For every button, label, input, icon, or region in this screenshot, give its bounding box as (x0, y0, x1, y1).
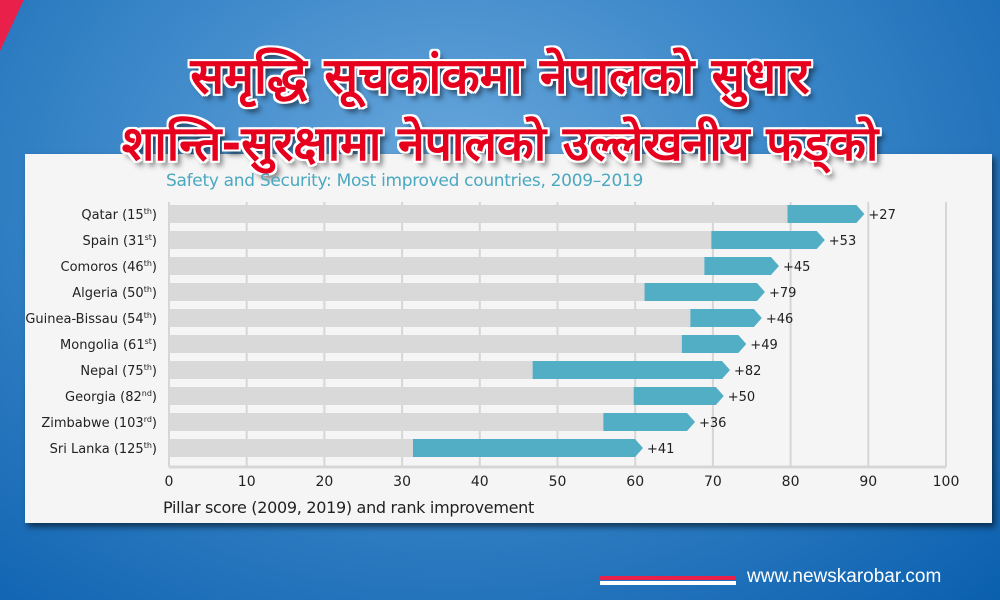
site-url[interactable]: www.newskarobar.com (747, 566, 942, 587)
x-tick-label: 30 (393, 474, 411, 490)
rank-suffix: th (144, 207, 152, 216)
bar-2009 (169, 283, 645, 301)
bar-2019-arrow (532, 361, 730, 379)
bar-2009 (169, 361, 533, 379)
rank-suffix: nd (142, 389, 152, 398)
x-tick-label: 20 (315, 474, 333, 490)
paren: ) (152, 416, 157, 431)
headline-line-1: समृद्धि सूचकांकमा नेपालको सुधार (190, 47, 810, 105)
country-name: Algeria (50 (72, 286, 143, 301)
paren: ) (152, 364, 157, 379)
x-axis-label: Pillar score (2009, 2019) and rank impro… (163, 498, 534, 517)
x-tick-label: 10 (238, 474, 256, 490)
bar-2009 (169, 387, 634, 405)
country-label: Spain (31st) (83, 233, 157, 249)
country-label: Sri Lanka (125th) (50, 441, 157, 457)
paren: ) (152, 390, 157, 405)
bar-2009 (169, 257, 705, 275)
country-label: Nepal (75th) (80, 363, 157, 379)
rank-improvement-label: +79 (769, 286, 796, 301)
country-label: Algeria (50th) (72, 285, 157, 301)
bar-2009 (169, 205, 788, 223)
country-name: Qatar (15 (81, 208, 143, 223)
rank-improvement-label: +53 (829, 234, 856, 249)
rank-improvement-label: +82 (734, 364, 761, 379)
paren: ) (152, 442, 157, 457)
rank-suffix: th (144, 311, 152, 320)
paren: ) (152, 208, 157, 223)
paren: ) (152, 286, 157, 301)
bar-2019-arrow (787, 205, 865, 223)
bar-2019-arrow (681, 335, 747, 353)
bar-2019-arrow (603, 413, 696, 431)
x-tick-label: 90 (859, 474, 877, 490)
rank-improvement-label: +45 (783, 260, 810, 275)
chart-title: Safety and Security: Most improved count… (166, 171, 643, 191)
country-name: Georgia (82 (65, 390, 142, 405)
country-label: Mongolia (61st) (60, 337, 157, 353)
x-tick-label: 70 (704, 474, 722, 490)
bar-2019-arrow (633, 387, 724, 405)
country-name: Comoros (46 (61, 260, 144, 275)
country-label: Zimbabwe (103rd) (41, 415, 157, 431)
rank-improvement-label: +50 (728, 390, 755, 405)
bar-2009 (169, 413, 604, 431)
rank-suffix: st (145, 233, 152, 242)
bar-2019-arrow (644, 283, 765, 301)
country-name: Zimbabwe (103 (41, 416, 143, 431)
bar-2009 (169, 439, 413, 457)
bar-2019-arrow (412, 439, 643, 457)
country-label: Qatar (15th) (81, 207, 157, 223)
footer-white-line (600, 581, 736, 585)
paren: ) (152, 260, 157, 275)
bar-2019-arrow (704, 257, 779, 275)
rank-suffix: th (144, 363, 152, 372)
rank-improvement-label: +27 (868, 208, 895, 223)
country-name: Sri Lanka (125 (50, 442, 144, 457)
country-label: Guinea-Bissau (54th) (25, 311, 157, 327)
x-tick-label: 80 (782, 474, 800, 490)
rank-improvement-label: +49 (750, 338, 777, 353)
rank-improvement-label: +41 (647, 442, 674, 457)
bar-2019-arrow (690, 309, 762, 327)
rank-suffix: rd (144, 415, 152, 424)
x-tick-label: 40 (471, 474, 489, 490)
rank-suffix: th (144, 285, 152, 294)
bar-2009 (169, 231, 712, 249)
paren: ) (152, 234, 157, 249)
bar-2009 (169, 335, 682, 353)
rank-suffix: th (144, 259, 152, 268)
country-name: Guinea-Bissau (54 (25, 312, 143, 327)
x-tick-label: 60 (626, 474, 644, 490)
country-name: Mongolia (61 (60, 338, 145, 353)
x-tick-label: 50 (549, 474, 567, 490)
country-label: Comoros (46th) (61, 259, 157, 275)
bar-2009 (169, 309, 691, 327)
footer-red-line (600, 576, 736, 580)
country-name: Spain (31 (83, 234, 145, 249)
country-label: Georgia (82nd) (65, 389, 157, 405)
rank-suffix: st (145, 337, 152, 346)
x-tick-label: 0 (165, 474, 174, 490)
rank-suffix: th (144, 441, 152, 450)
rank-improvement-label: +46 (766, 312, 793, 327)
bar-2019-arrow (711, 231, 825, 249)
paren: ) (152, 338, 157, 353)
rank-improvement-label: +36 (699, 416, 726, 431)
headline-line-2: शान्ति-सुरक्षामा नेपालको उल्लेखनीय फड्को (121, 116, 879, 172)
x-tick-label: 100 (933, 474, 960, 490)
country-name: Nepal (75 (80, 364, 143, 379)
paren: ) (152, 312, 157, 327)
